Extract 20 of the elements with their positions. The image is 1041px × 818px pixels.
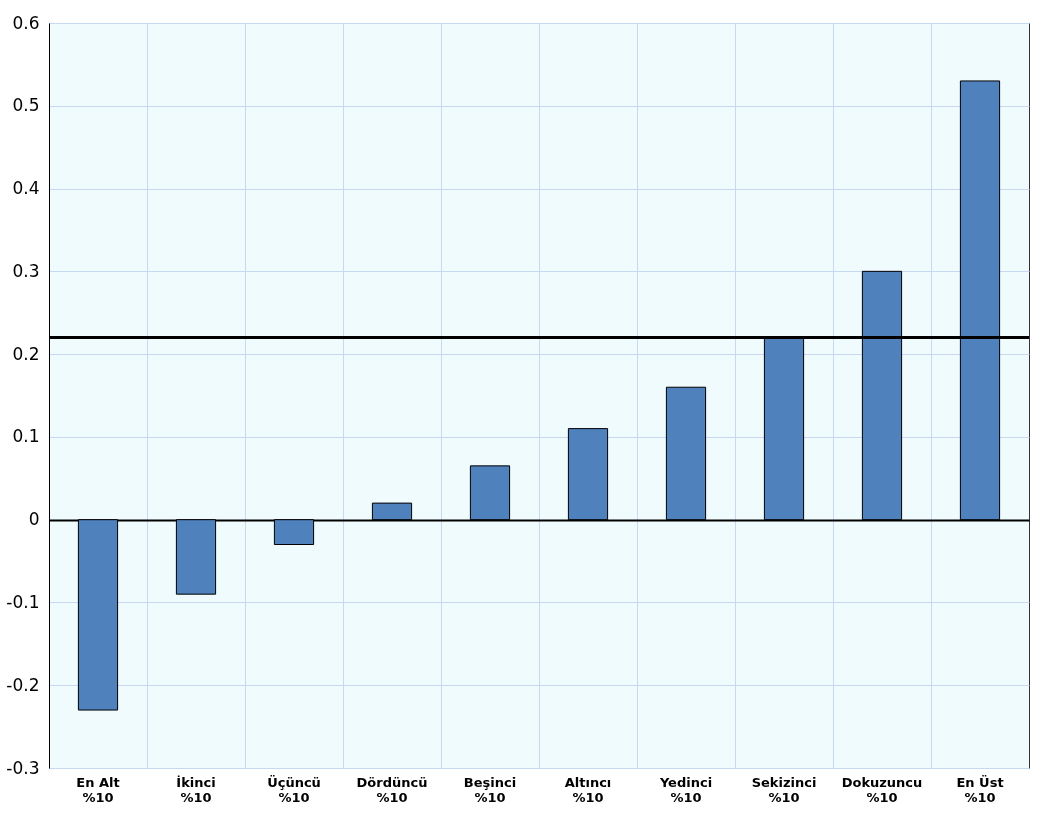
y-tick-label: 0.2 xyxy=(12,343,40,364)
x-tick-label: En Üst %10 xyxy=(956,774,1004,805)
x-tick-label: Beşinci %10 xyxy=(463,774,517,805)
y-tick-label: 0.1 xyxy=(12,426,40,447)
x-tick-label: Üçüncü %10 xyxy=(267,774,321,805)
y-tick-label: -0.3 xyxy=(6,757,40,778)
x-tick-label: Altıncı %10 xyxy=(564,774,612,805)
y-tick-label: 0.6 xyxy=(12,12,40,33)
x-tick-label: Yedinci %10 xyxy=(658,774,713,805)
x-tick-label: Dokuzuncu %10 xyxy=(841,774,923,805)
x-tick-label: Sekizinci %10 xyxy=(751,774,817,805)
y-tick-label: 0.4 xyxy=(12,178,40,199)
y-tick-label: 0 xyxy=(28,509,40,530)
x-tick-label: İkinci %10 xyxy=(176,774,216,805)
y-tick-label: -0.1 xyxy=(6,591,40,612)
y-tick-label: -0.2 xyxy=(6,674,40,695)
y-tick-label: 0.5 xyxy=(12,95,40,116)
x-tick-label: En Alt %10 xyxy=(76,774,120,805)
x-tick-label: Dördüncü %10 xyxy=(356,774,428,805)
y-tick-label: 0.3 xyxy=(12,260,40,281)
